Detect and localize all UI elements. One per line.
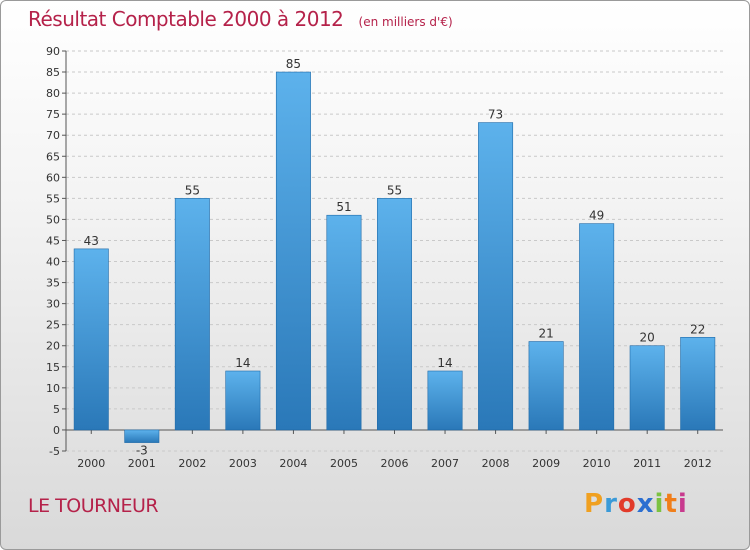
value-label: 21 (538, 327, 553, 341)
x-tick-label: 2008 (482, 457, 510, 470)
bar-2010 (579, 223, 615, 431)
x-tick-label: 2003 (229, 457, 257, 470)
value-label: 20 (640, 331, 655, 345)
logo-letter: P (584, 489, 605, 519)
y-tick-label: 85 (46, 66, 60, 79)
bar-2000 (73, 248, 109, 431)
x-tick-label: 2004 (279, 457, 307, 470)
value-label: 73 (488, 108, 503, 122)
y-tick-label: 75 (46, 108, 60, 121)
value-label: 22 (690, 322, 705, 336)
x-tick-label: 2009 (532, 457, 560, 470)
logo-letter: i (654, 489, 665, 519)
value-label: 14 (437, 356, 452, 370)
value-label: 14 (235, 356, 250, 370)
logo-letter: o (617, 489, 637, 519)
commune-name: LE TOURNEUR (28, 495, 159, 517)
y-tick-label: 35 (46, 277, 60, 290)
bar-2009 (528, 341, 564, 431)
logo-letter: i (677, 489, 688, 519)
bars (73, 71, 716, 443)
y-tick-label: 15 (46, 361, 60, 374)
chart-title-row: Résultat Comptable 2000 à 2012 (en milli… (28, 7, 453, 31)
y-tick-label: 5 (53, 403, 60, 416)
y-tick-label: 45 (46, 234, 60, 247)
bar-2005 (326, 214, 362, 431)
bar-2006 (377, 198, 412, 431)
y-tick-label: 20 (46, 340, 60, 353)
value-label: 55 (387, 183, 402, 197)
y-tick-label: 50 (46, 213, 60, 226)
x-tick-label: 2011 (633, 457, 661, 470)
logo-letter: r (604, 489, 618, 519)
value-label: 43 (84, 234, 99, 248)
y-tick-label: 80 (46, 87, 60, 100)
chart-title: Résultat Comptable 2000 à 2012 (28, 7, 344, 31)
value-label: 85 (286, 57, 301, 71)
axes: -5 0 5 10 15 20 25 30 35 40 45 50 55 60 65 70 75 80 85 90 20… (46, 45, 723, 470)
y-tick-label: -5 (49, 445, 60, 458)
bar-2012 (680, 337, 716, 431)
value-label: 55 (185, 183, 200, 197)
value-label: 51 (336, 200, 351, 214)
x-tick-label: 2005 (330, 457, 358, 470)
y-tick-label: 90 (46, 45, 60, 58)
value-label: -3 (136, 444, 148, 458)
chart-subtitle: (en milliers d'€) (358, 15, 453, 29)
x-tick-label: 2002 (178, 457, 206, 470)
y-tick-label: 70 (46, 129, 60, 142)
y-tick-label: 40 (46, 256, 60, 269)
y-tick-label: 65 (46, 150, 60, 163)
bar-2011 (629, 345, 665, 431)
bar-2001 (124, 429, 160, 443)
bar-2007 (427, 370, 463, 431)
x-tick-label: 2006 (381, 457, 409, 470)
x-tick-label: 2012 (684, 457, 712, 470)
y-tick-label: 10 (46, 382, 60, 395)
x-tick-label: 2007 (431, 457, 459, 470)
proxiti-logo[interactable]: Proxiti (584, 489, 688, 519)
y-tick-label: 25 (46, 319, 60, 332)
value-label: 49 (589, 209, 604, 223)
bar-2008 (478, 122, 514, 431)
x-tick-label: 2000 (77, 457, 105, 470)
y-tick-label: 30 (46, 298, 60, 311)
bar-2003 (225, 370, 261, 431)
x-tick-label: 2001 (128, 457, 156, 470)
bar-2002 (174, 198, 210, 431)
value-labels: 43 -3 55 14 85 51 55 14 73 21 49 20 22 (84, 57, 706, 458)
y-tick-label: 0 (53, 424, 60, 437)
logo-letter: x (636, 489, 655, 519)
x-tick-label: 2010 (583, 457, 611, 470)
y-tick-label: 55 (46, 192, 60, 205)
logo-letter: t (664, 489, 678, 519)
bar-2004 (275, 71, 311, 431)
y-tick-label: 60 (46, 171, 60, 184)
